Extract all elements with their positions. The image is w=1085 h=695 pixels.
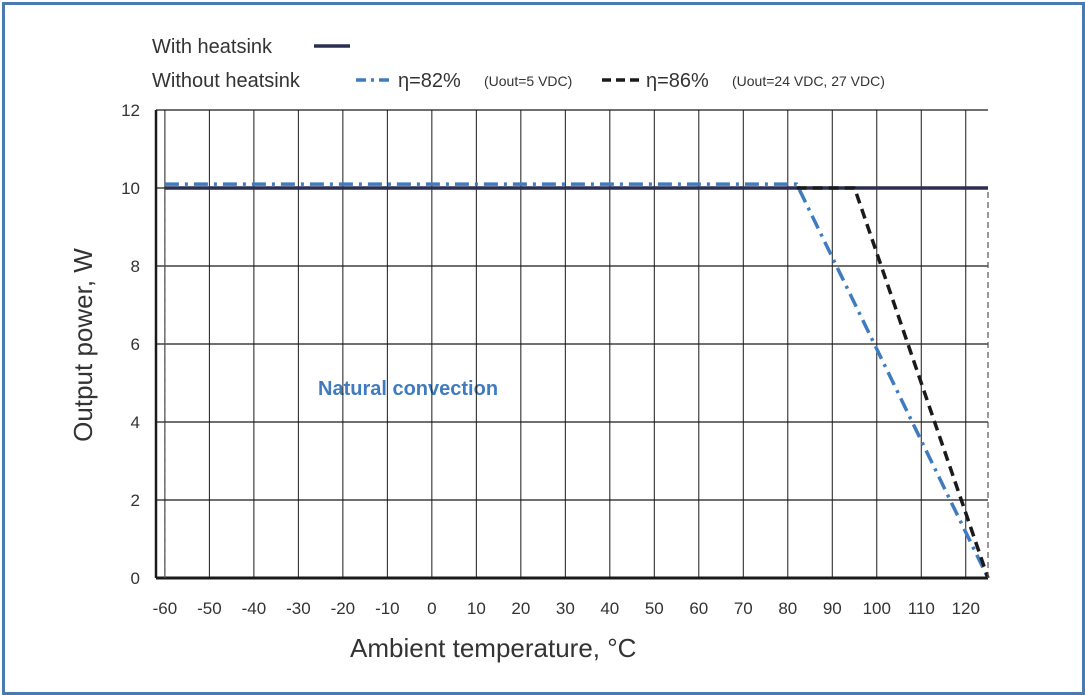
x-tick-label: 100 <box>863 599 891 618</box>
x-tick-label: 60 <box>689 599 708 618</box>
legend-eta86-label: η=86% <box>646 70 709 92</box>
x-tick-label: -10 <box>375 599 400 618</box>
series-line-2 <box>796 186 990 579</box>
x-tick-label: -20 <box>331 599 356 618</box>
x-tick-label: 110 <box>908 599 935 618</box>
y-tick-label: 6 <box>131 335 140 354</box>
y-tick-label: 12 <box>121 101 140 120</box>
x-tick-label: 40 <box>600 599 619 618</box>
y-tick-label: 8 <box>131 257 140 276</box>
y-axis-title: Output power, W <box>68 248 98 442</box>
series-line-1 <box>164 182 990 579</box>
y-tick-label: 2 <box>131 491 140 510</box>
y-tick-label: 10 <box>121 179 140 198</box>
legend-eta86-note: (Uout=24 VDC, 27 VDC) <box>732 73 885 89</box>
x-tick-label: 90 <box>823 599 842 618</box>
x-tick-label: 20 <box>511 599 530 618</box>
plot-area: -60 -50 -40 -30 -20 -10 0 10 20 30 40 50 60 70 80 90 100… <box>121 101 990 618</box>
x-tick-label: 0 <box>427 599 436 618</box>
legend-with-heatsink-label: With heatsink <box>152 36 273 58</box>
legend-without-heatsink-label: Without heatsink <box>152 70 301 92</box>
y-tick-label: 0 <box>131 569 140 588</box>
x-tick-label: 30 <box>556 599 575 618</box>
legend-eta82-note: (Uout=5 VDC) <box>484 73 572 89</box>
x-tick-label: 120 <box>952 599 980 618</box>
y-tick-label: 4 <box>131 413 140 432</box>
legend-eta82-label: η=82% <box>398 70 461 92</box>
x-tick-label: -60 <box>153 599 178 618</box>
natural-convection-annotation: Natural convection <box>318 378 498 400</box>
x-tick-label: 10 <box>467 599 486 618</box>
x-tick-label: 70 <box>734 599 753 618</box>
x-tick-label: 80 <box>778 599 797 618</box>
x-tick-label: -40 <box>242 599 267 618</box>
x-tick-label: -30 <box>286 599 311 618</box>
x-tick-label: 50 <box>645 599 664 618</box>
x-tick-label: -50 <box>197 599 222 618</box>
x-axis-title: Ambient temperature, °C <box>350 633 636 663</box>
